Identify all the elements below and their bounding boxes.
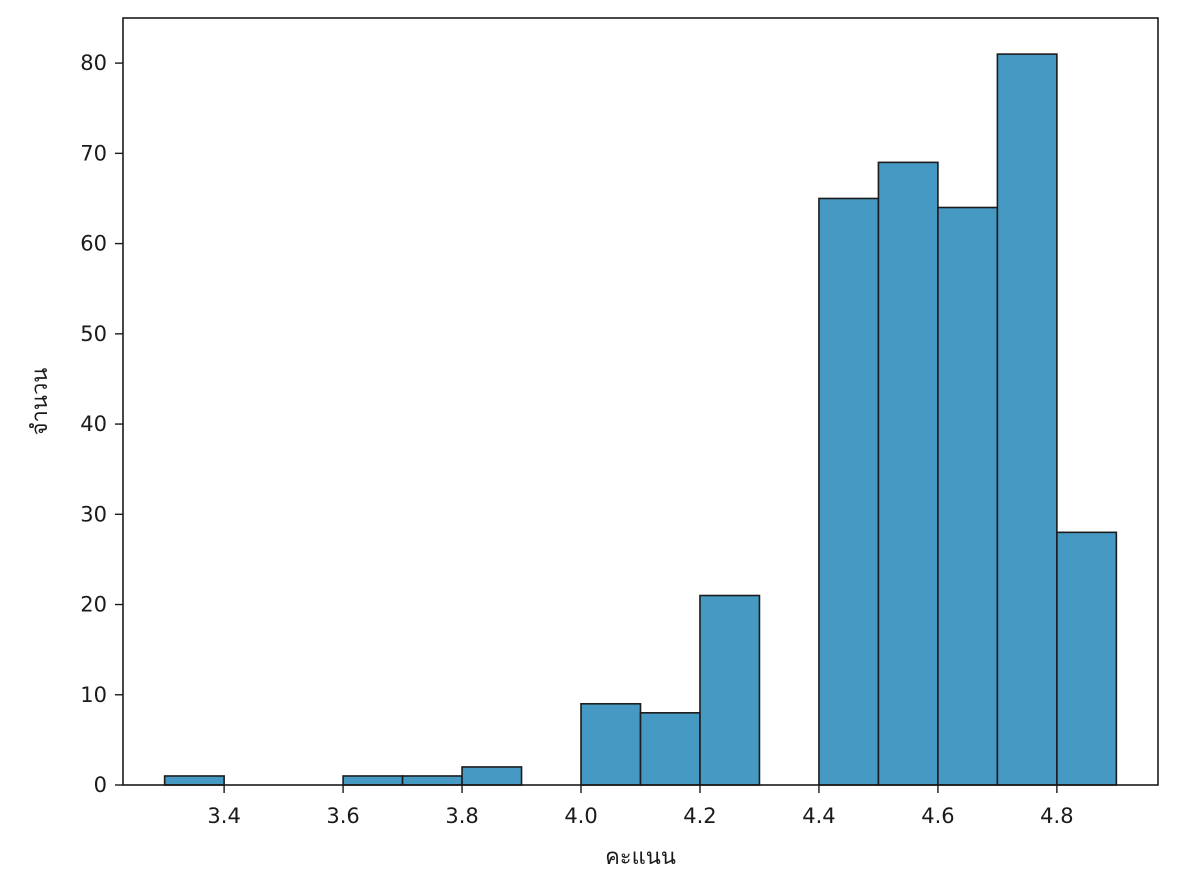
histogram-bar-4-4.1 — [580, 702, 642, 786]
plot-frame — [122, 17, 1159, 786]
x-tick-label: 3.8 — [445, 804, 478, 828]
histogram-bar-4.5-4.6 — [877, 161, 939, 786]
histogram-bar-4.8-4.9 — [1056, 531, 1118, 786]
x-tick-label: 3.4 — [207, 804, 240, 828]
y-tick-label: 40 — [80, 412, 107, 436]
y-tick-label: 70 — [80, 141, 107, 165]
histogram-bar-4.7-4.8 — [996, 53, 1058, 786]
histogram-bar-3.6-3.7 — [342, 775, 404, 786]
y-tick-label: 50 — [80, 322, 107, 346]
y-tick-label: 20 — [80, 593, 107, 617]
histogram-bar-4.4-4.5 — [818, 197, 880, 786]
x-tick-label: 4.0 — [564, 804, 597, 828]
histogram-bar-4.1-4.2 — [639, 712, 701, 786]
histogram-bar-3.7-3.8 — [401, 775, 463, 786]
bars-layer — [163, 53, 1118, 786]
x-axis-ticks: 3.4 3.6 3.8 4.0 4.2 4.4 4.6 4.8 — [207, 785, 1074, 828]
histogram-bar-4.6-4.7 — [937, 206, 999, 786]
x-tick-label: 4.4 — [802, 804, 835, 828]
histogram-bar-3.8-3.9 — [461, 766, 523, 786]
y-tick-label: 30 — [80, 502, 107, 526]
x-axis-label: คะแนน — [605, 845, 676, 870]
x-tick-label: 4.8 — [1040, 804, 1073, 828]
y-tick-label: 10 — [80, 683, 107, 707]
y-tick-label: 60 — [80, 232, 107, 256]
histogram-bar-4.2-4.3 — [699, 594, 761, 786]
y-tick-label: 80 — [80, 51, 107, 75]
x-tick-label: 3.6 — [326, 804, 359, 828]
y-axis-ticks: 0 10 20 30 40 50 60 70 80 — [80, 51, 123, 797]
y-axis-label: จำนวน — [28, 368, 53, 436]
y-tick-label: 0 — [94, 773, 107, 797]
x-tick-label: 4.6 — [921, 804, 954, 828]
x-tick-label: 4.2 — [683, 804, 716, 828]
histogram-bar-3.3-3.4 — [163, 775, 225, 786]
